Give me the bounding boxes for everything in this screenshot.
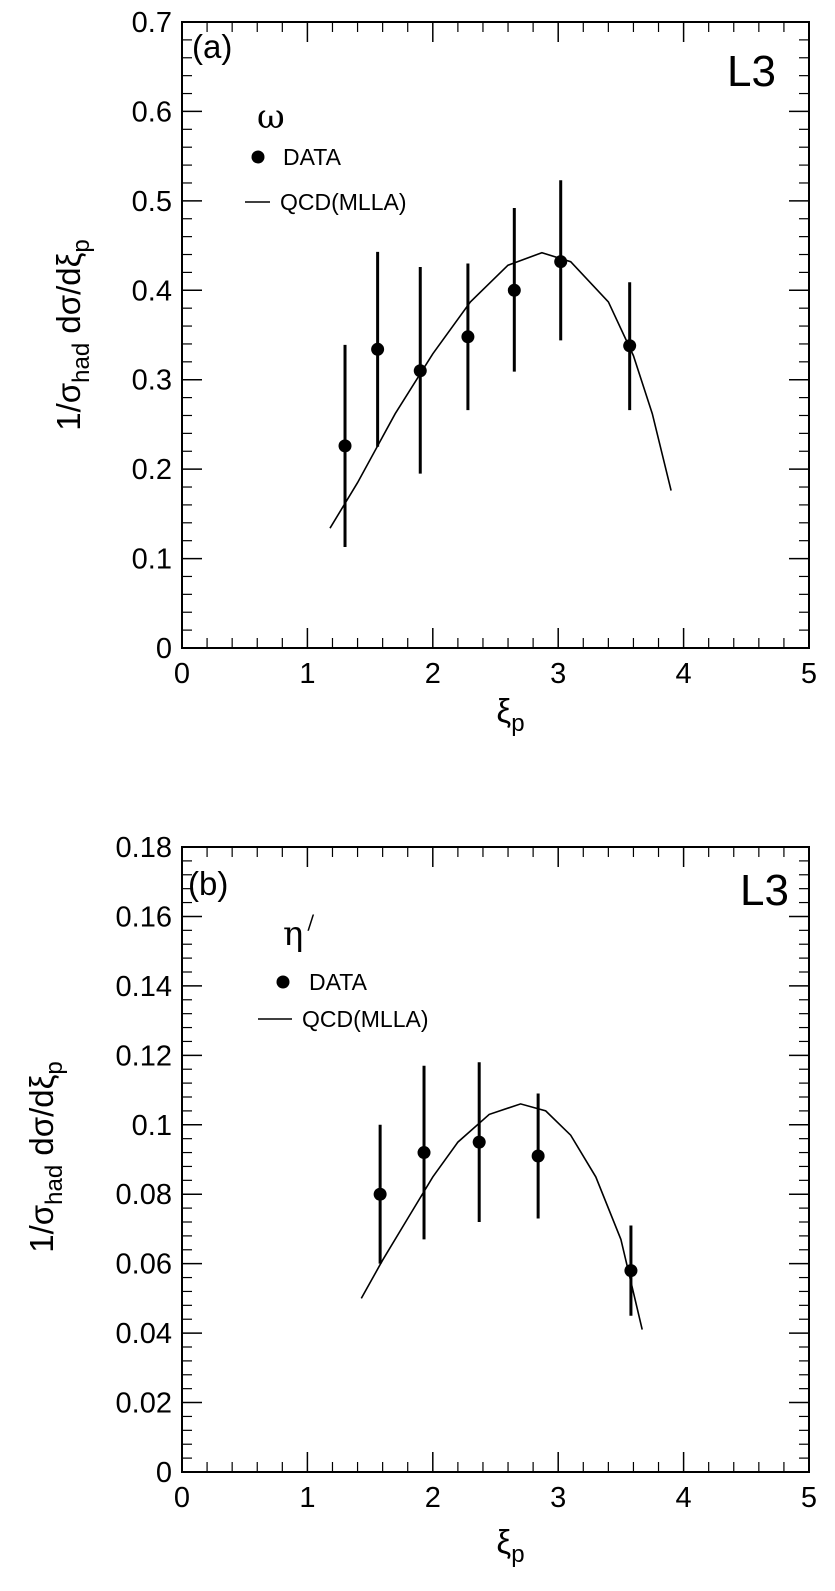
x-tick-label: 5 bbox=[801, 658, 817, 690]
x-tick-label: 1 bbox=[299, 658, 315, 690]
panel-label: (b) bbox=[188, 865, 228, 902]
y-axis-label-part: had bbox=[68, 343, 95, 383]
plot-frame bbox=[181, 21, 810, 649]
x-tick-label: 1 bbox=[299, 1482, 315, 1514]
x-tick-label: 3 bbox=[550, 1482, 566, 1514]
legend-data-label: DATA bbox=[283, 144, 342, 170]
y-tick-label: 0.04 bbox=[116, 1318, 172, 1350]
legend-curve-label: QCD(MLLA) bbox=[280, 189, 407, 215]
data-point bbox=[531, 1149, 545, 1163]
y-axis-label-part: 1/σ bbox=[23, 1205, 60, 1253]
y-tick-label: 0.12 bbox=[116, 1040, 172, 1072]
x-tick-label: 0 bbox=[174, 1482, 190, 1514]
y-axis-label-part: had bbox=[41, 1165, 68, 1205]
particle-label: η / bbox=[283, 910, 314, 954]
x-tick-label: 4 bbox=[676, 658, 692, 690]
data-point bbox=[373, 1187, 387, 1201]
x-tick-label: 3 bbox=[550, 658, 566, 690]
y-tick-label: 0.16 bbox=[116, 901, 172, 933]
x-tick-label: 5 bbox=[801, 1482, 817, 1514]
x-tick-label: 4 bbox=[676, 1482, 692, 1514]
data-point bbox=[472, 1135, 486, 1149]
data-point bbox=[624, 1264, 638, 1278]
legend-data-label: DATA bbox=[309, 969, 368, 995]
panel-label: (a) bbox=[192, 28, 232, 65]
data-point bbox=[554, 255, 568, 269]
y-tick-label: 0.3 bbox=[132, 365, 172, 397]
y-tick-label: 0.02 bbox=[116, 1388, 172, 1420]
particle-label: ω bbox=[257, 97, 285, 137]
y-axis-label-part: dσ/dξ bbox=[50, 252, 87, 342]
x-axis-label: ξp bbox=[496, 1523, 524, 1568]
panel-a: 0 1 2 3 4 5 0 0.1 0.2 0.3 0.4 0.5 0.6 0.7 (a) L3 ω DATA QC… bbox=[50, 7, 817, 737]
legend-data-marker bbox=[251, 150, 265, 164]
y-tick-label: 0.1 bbox=[132, 1110, 172, 1142]
y-tick-label: 0 bbox=[156, 633, 172, 665]
y-axis-label: 1/σhad dσ/dξp bbox=[50, 239, 95, 430]
y-tick-label: 0.14 bbox=[116, 971, 172, 1003]
y-tick-label: 0.1 bbox=[132, 544, 172, 576]
y-tick-label: 0.08 bbox=[116, 1179, 172, 1211]
plot-frame bbox=[181, 846, 810, 1473]
particle-prime: / bbox=[307, 910, 314, 934]
y-tick-label: 0.6 bbox=[132, 96, 172, 128]
data-point bbox=[507, 283, 521, 297]
data-point bbox=[417, 1146, 431, 1160]
panel-b: 0 1 2 3 4 5 0 0.02 0.04 0.06 0.08 0.1 0.12 0.14 0.16 0.… bbox=[23, 832, 817, 1568]
y-tick-label: 0.7 bbox=[132, 7, 172, 39]
legend-data-marker bbox=[276, 975, 290, 989]
data-point bbox=[338, 439, 352, 453]
y-axis-label-part: p bbox=[68, 239, 95, 252]
y-axis-label: 1/σhad dσ/dξp bbox=[23, 1061, 68, 1252]
x-axis-label: ξp bbox=[496, 692, 524, 737]
data-point bbox=[623, 339, 637, 353]
x-tick-label: 2 bbox=[425, 1482, 441, 1514]
x-axis-label-subscript: p bbox=[511, 710, 524, 737]
experiment-label: L3 bbox=[740, 866, 789, 915]
x-tick-label: 2 bbox=[425, 658, 441, 690]
legend-curve-label: QCD(MLLA) bbox=[302, 1006, 429, 1032]
y-tick-label: 0.5 bbox=[132, 186, 172, 218]
data-point bbox=[461, 330, 475, 344]
y-axis-label-part: dσ/dξ bbox=[23, 1074, 60, 1164]
y-tick-label: 0.06 bbox=[116, 1249, 172, 1281]
data-point bbox=[371, 342, 385, 356]
y-axis-label-part: 1/σ bbox=[50, 383, 87, 431]
qcd-mlla-curve bbox=[329, 251, 672, 529]
data-point bbox=[413, 364, 427, 378]
y-tick-label: 0.2 bbox=[132, 454, 172, 486]
y-tick-label: 0.4 bbox=[132, 275, 172, 307]
x-axis-label-subscript: p bbox=[511, 1541, 524, 1568]
y-axis-label-part: p bbox=[41, 1061, 68, 1074]
y-tick-label: 0.18 bbox=[116, 832, 172, 864]
x-tick-label: 0 bbox=[174, 658, 190, 690]
experiment-label: L3 bbox=[727, 47, 776, 96]
qcd-mlla-curve bbox=[360, 1103, 643, 1330]
y-tick-label: 0 bbox=[156, 1457, 172, 1489]
